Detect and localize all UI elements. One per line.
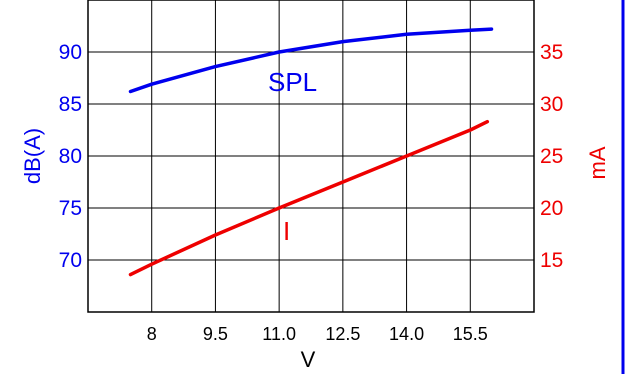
right-tick-label: 35 [540, 41, 563, 64]
series-label-i: I [283, 216, 290, 246]
left-axis-label: dB(A) [20, 128, 45, 184]
right-axis-ticks: 15 20 25 30 35 [540, 41, 563, 272]
plot-frame [87, 0, 535, 313]
left-tick-label: 85 [59, 93, 82, 116]
right-tick-label: 25 [540, 145, 563, 168]
series-label-spl: SPL [268, 67, 317, 97]
x-tick-label: 8 [147, 324, 157, 344]
x-tick-label: 14.0 [389, 324, 424, 344]
x-tick-label: 12.5 [325, 324, 360, 344]
x-axis-ticks: 8 9.5 11.0 12.5 14.0 15.5 [147, 324, 488, 344]
x-axis-label: V [301, 347, 316, 372]
x-tick-label: 11.0 [262, 324, 296, 344]
series-line-spl [128, 27, 494, 94]
x-tick-label: 9.5 [203, 324, 228, 344]
left-tick-label: 70 [59, 249, 82, 272]
left-tick-label: 80 [59, 145, 82, 168]
series-lines [128, 27, 494, 277]
left-axis-ticks: 70 75 80 85 90 [59, 41, 82, 272]
right-axis-label: mA [585, 146, 610, 179]
right-tick-label: 30 [540, 93, 563, 116]
left-tick-label: 75 [59, 197, 82, 220]
right-tick-label: 20 [540, 197, 563, 220]
series-line-i [128, 119, 490, 277]
left-tick-label: 90 [59, 41, 82, 64]
right-tick-label: 15 [540, 249, 563, 272]
x-tick-label: 15.5 [453, 324, 488, 344]
